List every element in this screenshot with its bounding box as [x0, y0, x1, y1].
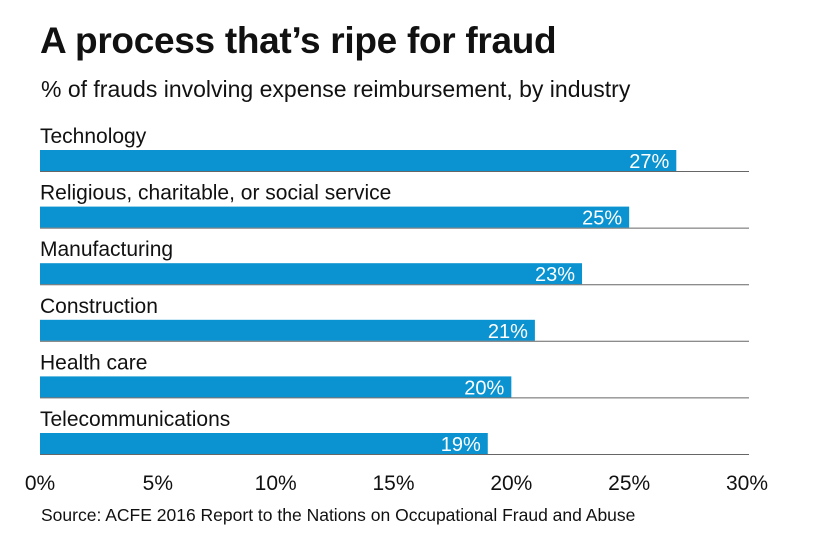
bar: [40, 263, 583, 285]
x-tick-label: 0%: [25, 472, 55, 495]
bar: [40, 319, 535, 341]
category-label: Religious, charitable, or social service: [40, 182, 391, 205]
category-label: Health care: [40, 351, 147, 374]
x-tick-label: 10%: [255, 472, 297, 495]
chart-title: A process that’s ripe for fraud: [40, 20, 557, 61]
category-label: Construction: [40, 295, 158, 318]
category-label: Manufacturing: [40, 238, 173, 261]
value-label: 27%: [629, 151, 669, 173]
bar: [40, 433, 488, 454]
x-tick-label: 25%: [608, 472, 650, 495]
bar: [40, 376, 512, 398]
x-tick-label: 5%: [143, 472, 173, 495]
source-note: Source: ACFE 2016 Report to the Nations …: [41, 505, 636, 525]
value-label: 25%: [582, 208, 622, 230]
x-tick-label: 30%: [726, 472, 768, 495]
chart-subtitle: % of frauds involving expense reimbursem…: [41, 76, 631, 102]
value-label: 19%: [441, 434, 481, 456]
category-label: Telecommunications: [40, 408, 230, 431]
x-tick-label: 15%: [372, 472, 414, 495]
bar: [40, 206, 630, 228]
value-label: 20%: [464, 377, 504, 399]
value-label: 23%: [535, 264, 575, 286]
bar: [40, 150, 677, 171]
x-tick-label: 20%: [490, 472, 532, 495]
value-label: 21%: [488, 321, 528, 343]
category-label: Technology: [40, 125, 147, 148]
